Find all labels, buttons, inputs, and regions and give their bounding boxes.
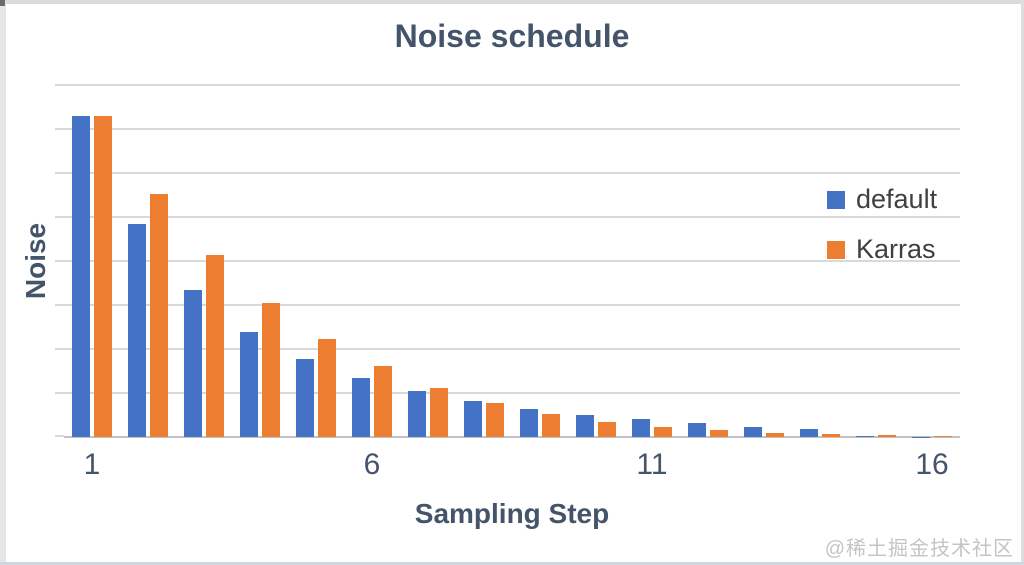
gridline — [64, 260, 960, 262]
legend-item-default: default — [827, 183, 937, 216]
bar-karras-step-8 — [486, 403, 504, 437]
bar-default-step-3 — [184, 290, 202, 437]
legend: default Karras — [827, 183, 937, 266]
gridline — [64, 392, 960, 394]
y-axis-tick — [55, 128, 64, 130]
x-axis-line — [64, 436, 960, 438]
screenshot-border-bottom — [0, 562, 1024, 565]
bar-karras-step-14 — [822, 434, 840, 437]
bar-karras-step-13 — [766, 433, 784, 437]
screenshot-border-top — [0, 0, 1024, 4]
bar-default-step-12 — [688, 422, 706, 437]
x-tick-label-6: 6 — [363, 448, 381, 481]
bar-karras-step-6 — [374, 366, 392, 437]
bar-karras-step-12 — [710, 430, 728, 437]
legend-item-karras: Karras — [827, 233, 937, 266]
gridline — [64, 216, 960, 218]
y-axis-tick — [55, 348, 64, 350]
gridline — [64, 348, 960, 350]
legend-swatch-karras-icon — [827, 240, 845, 259]
y-axis-title: Noise — [20, 222, 51, 300]
x-tick-label-1: 1 — [83, 448, 101, 481]
bar-default-step-6 — [352, 378, 370, 437]
y-axis-tick — [55, 216, 64, 218]
x-axis-title: Sampling Step — [414, 498, 610, 529]
bar-karras-step-16 — [934, 436, 952, 437]
screenshot-border-left — [0, 0, 6, 565]
bar-karras-step-4 — [262, 303, 280, 437]
bar-karras-step-9 — [542, 413, 560, 437]
bar-default-step-9 — [520, 409, 538, 437]
x-tick-label-16: 16 — [915, 448, 949, 481]
bar-karras-step-1 — [94, 115, 112, 437]
bar-karras-step-7 — [430, 387, 448, 437]
legend-label-default: default — [856, 184, 938, 214]
bar-karras-step-11 — [654, 427, 672, 437]
y-axis-tick — [55, 435, 64, 437]
screenshot-border-right — [1021, 0, 1024, 565]
legend-swatch-default-icon — [827, 190, 845, 209]
bar-default-step-8 — [464, 400, 482, 437]
bar-default-step-5 — [296, 358, 314, 437]
gridline — [64, 172, 960, 174]
y-axis-title-box: Noise — [16, 85, 56, 437]
bar-karras-step-2 — [150, 193, 168, 437]
bar-default-step-4 — [240, 332, 258, 437]
bar-karras-step-15 — [878, 434, 896, 437]
watermark: @稀土掘金技术社区 — [824, 538, 1014, 560]
bar-karras-step-3 — [206, 255, 224, 437]
gridline — [64, 128, 960, 130]
bar-default-step-13 — [744, 426, 762, 437]
chart-title: Noise schedule — [394, 18, 630, 54]
bar-default-step-15 — [856, 435, 874, 437]
y-axis-tick — [55, 84, 64, 86]
y-axis-tick — [55, 260, 64, 262]
gridline — [64, 304, 960, 306]
bar-default-step-10 — [576, 415, 594, 437]
corner-artifact — [0, 0, 5, 6]
bar-default-step-14 — [800, 429, 818, 437]
bar-karras-step-10 — [598, 421, 616, 437]
bar-default-step-7 — [408, 391, 426, 437]
bar-default-step-11 — [632, 418, 650, 437]
x-tick-label-11: 11 — [636, 448, 668, 481]
legend-label-karras: Karras — [856, 234, 936, 264]
bar-karras-step-5 — [318, 339, 336, 437]
bar-default-step-1 — [72, 115, 90, 437]
bar-default-step-2 — [128, 224, 146, 437]
y-axis-tick — [55, 172, 64, 174]
plot-area: default Karras — [55, 84, 960, 438]
x-axis-tick-labels: 1 6 11 16 — [64, 448, 960, 488]
y-axis-tick — [55, 392, 64, 394]
y-axis-tick — [55, 304, 64, 306]
gridline — [64, 84, 960, 86]
